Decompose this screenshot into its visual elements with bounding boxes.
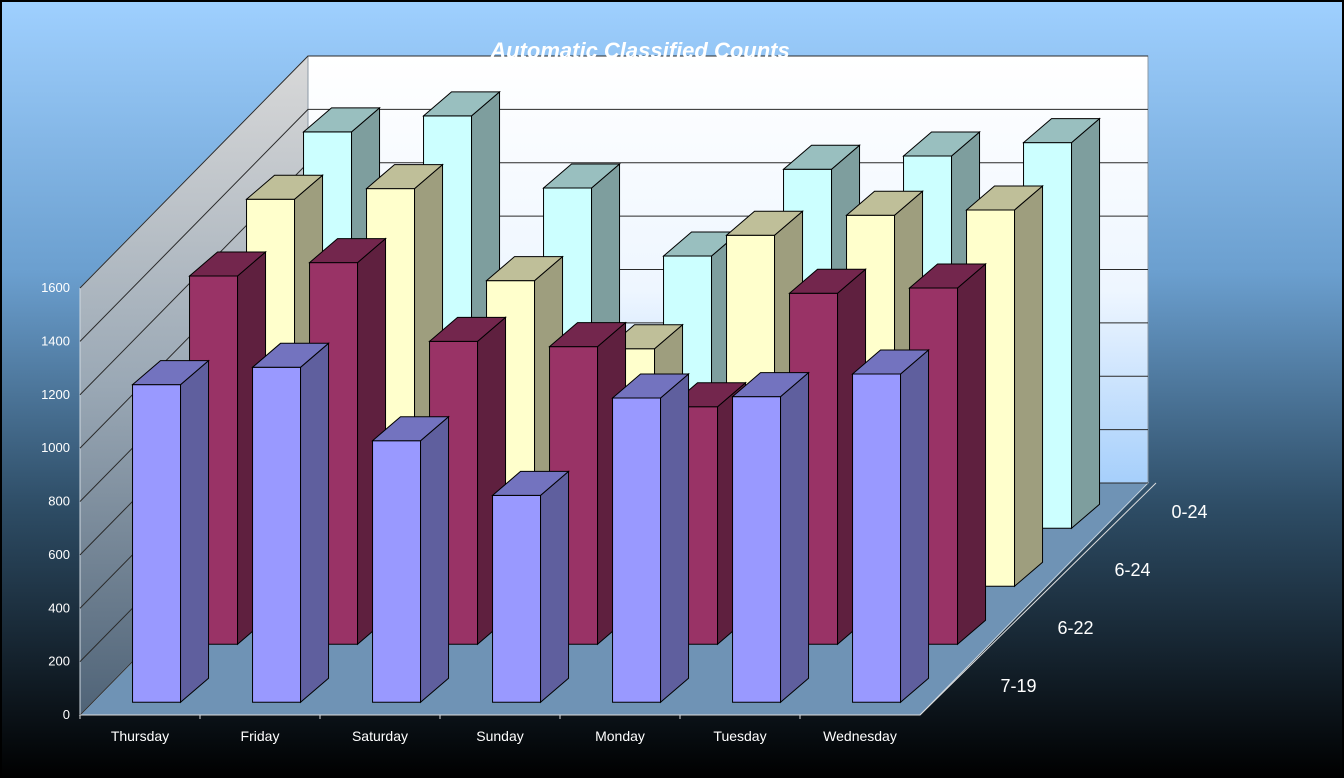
bar-top-face [308, 238, 387, 264]
bar-top-face [422, 91, 501, 117]
bar-top-face [731, 372, 810, 398]
y-tick-label: 0 [63, 707, 70, 722]
bar-side-face [180, 359, 210, 704]
x-tick-label: Sunday [476, 728, 523, 744]
bar [908, 262, 987, 646]
y-tick-label: 800 [48, 494, 70, 509]
chart-title: Automatic Classified Counts [489, 38, 789, 63]
y-tick-label: 200 [48, 654, 70, 669]
bar-front-face [252, 366, 302, 703]
bar-side-face [660, 372, 690, 704]
bar-top-face [188, 251, 267, 277]
bar-side-face [540, 470, 570, 704]
bar [731, 371, 810, 704]
bar-top-face [725, 210, 804, 236]
bar-top-face [131, 360, 210, 386]
bar-top-face [245, 174, 324, 200]
bar [131, 359, 210, 704]
bar-front-face [372, 440, 422, 703]
y-tick-label: 1200 [41, 387, 70, 402]
bar-top-face [302, 107, 381, 133]
bar [611, 372, 690, 704]
bar-top-face [908, 263, 987, 289]
bar-top-face [851, 349, 930, 375]
bar-front-face [852, 373, 902, 703]
series-axis-label: 7-19 [1001, 676, 1037, 696]
bar-front-face [732, 396, 782, 703]
bar-top-face [542, 163, 621, 189]
x-tick-label: Wednesday [823, 728, 897, 744]
bar [251, 342, 330, 704]
y-tick-label: 600 [48, 547, 70, 562]
bar-top-face [965, 185, 1044, 211]
bar-side-face [957, 262, 987, 646]
bar-side-face [900, 348, 930, 704]
bar-side-face [420, 415, 450, 704]
bar [851, 348, 930, 704]
gridline [79, 108, 1148, 342]
y-tick-label: 1600 [41, 280, 70, 295]
bar-top-face [788, 268, 867, 294]
bar-top-face [428, 316, 507, 342]
x-tick-label: Monday [595, 728, 645, 744]
bar-front-face [132, 384, 182, 703]
bar-side-face [1071, 117, 1101, 530]
gridline [79, 55, 1148, 289]
bar-front-face [492, 494, 542, 703]
bar-top-face [485, 256, 564, 282]
bar-top-face [782, 144, 861, 170]
bar-top-face [365, 164, 444, 190]
x-tick-label: Friday [241, 728, 280, 744]
y-tick-label: 400 [48, 600, 70, 615]
bar-top-face [845, 190, 924, 216]
bar-front-face [612, 397, 662, 703]
y-tick-label: 1400 [41, 333, 70, 348]
bar-top-face [611, 373, 690, 399]
bar-top-face [902, 131, 981, 157]
x-tick-label: Saturday [352, 728, 408, 744]
series-axis-line [919, 482, 1157, 716]
series-axis-label: 0-24 [1172, 502, 1208, 522]
bar-top-face [548, 322, 627, 348]
x-tick-label: Tuesday [713, 728, 766, 744]
bar-top-face [371, 416, 450, 442]
series-axis-label: 6-24 [1115, 560, 1151, 580]
y-tick-label: 1000 [41, 440, 70, 455]
bar-side-face [1014, 184, 1044, 588]
x-tick-label: Thursday [111, 728, 169, 744]
bar [371, 415, 450, 704]
bar-top-face [251, 342, 330, 368]
bar [491, 470, 570, 704]
bar-side-face [780, 371, 810, 704]
bar-top-face [1022, 118, 1101, 144]
bar-side-face [300, 342, 330, 704]
bar-top-face [491, 470, 570, 496]
series-axis-label: 6-22 [1058, 618, 1094, 638]
